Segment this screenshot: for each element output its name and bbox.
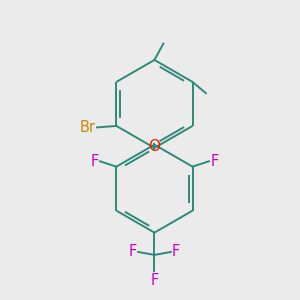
Text: F: F	[150, 273, 159, 288]
Text: Br: Br	[80, 120, 96, 135]
Text: F: F	[172, 244, 180, 260]
Text: F: F	[129, 244, 137, 260]
Text: F: F	[90, 154, 98, 169]
Text: O: O	[148, 139, 160, 154]
Text: F: F	[210, 154, 219, 169]
